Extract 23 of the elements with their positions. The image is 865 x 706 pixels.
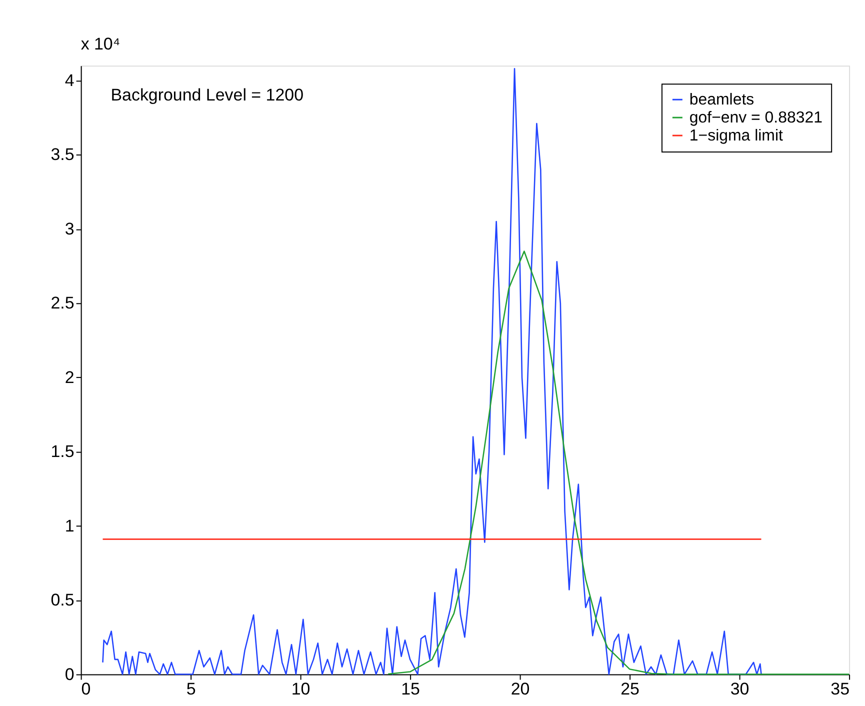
x-tick-label: 25 [620, 680, 640, 699]
x-tick-label: 15 [401, 680, 420, 699]
y-tick-label: 0.5 [50, 590, 74, 610]
x-tick-label: 30 [730, 680, 750, 699]
text: x 10⁴ [80, 34, 120, 54]
x-tick-label: 5 [186, 680, 196, 699]
y-tick-label: 2.5 [50, 294, 74, 313]
y-tick-label: 3 [64, 219, 74, 238]
legend-label: beamlets [689, 92, 754, 109]
annotation: Background Level = 1200 [110, 86, 304, 105]
y-tick-label: 1.5 [50, 442, 74, 462]
x-tick-label: 35 [830, 680, 850, 699]
y-tick-label: 2 [64, 368, 74, 387]
line-series [387, 250, 850, 675]
y-tick-label: 0 [64, 664, 74, 684]
legend-label: 1−sigma limit [689, 128, 784, 145]
x-tick-label: 10 [291, 680, 310, 699]
y-tick-label: 4 [64, 71, 74, 90]
legend-label: gof−env = 0.88321 [689, 110, 823, 127]
y-tick-label: 3.5 [50, 145, 74, 164]
x-tick-label: 0 [81, 680, 91, 699]
y-tick-label: 1 [64, 516, 74, 536]
x-tick-label: 20 [510, 680, 530, 699]
